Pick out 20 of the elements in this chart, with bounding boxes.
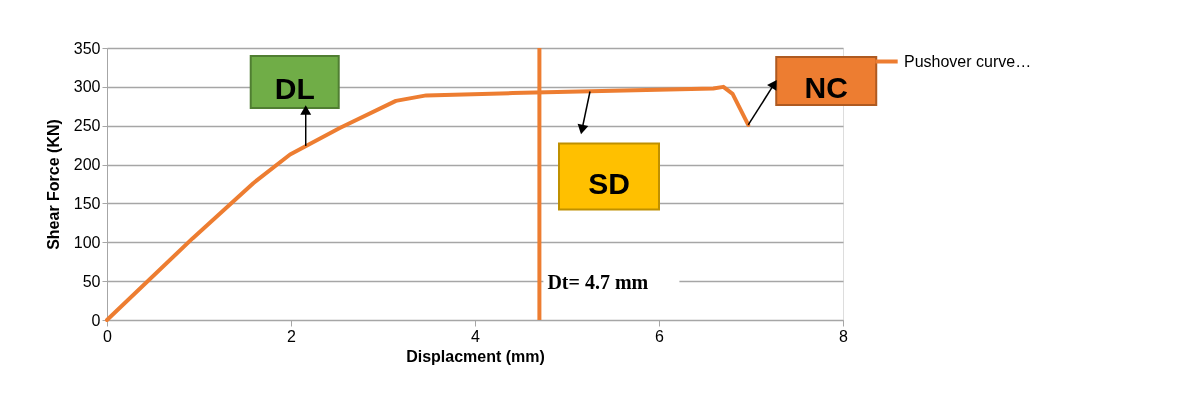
- y-tick-label: 250: [73, 117, 101, 135]
- x-tick-label: 2: [287, 327, 297, 345]
- y-tick-label: 200: [73, 156, 101, 174]
- x-tick-label: 8: [839, 327, 849, 345]
- x-tick-label: 6: [655, 327, 665, 345]
- y-tick-label: 300: [73, 78, 101, 96]
- legend-label: Pushover curve…: [904, 52, 1032, 70]
- annotation: SD: [588, 166, 630, 200]
- y-tick-label: 50: [82, 272, 101, 290]
- x-tick-label: 4: [471, 327, 481, 345]
- y-tick-label: 0: [91, 311, 101, 329]
- x-tick-label: 0: [103, 327, 113, 345]
- y-axis-title: Shear Force (KN): [44, 119, 62, 250]
- ref-line-label: Dt= 4.7 mm: [547, 271, 649, 293]
- annotation: DL: [274, 71, 315, 105]
- annotation: NC: [804, 70, 848, 104]
- y-tick-label: 100: [73, 233, 101, 251]
- y-tick-label: 350: [73, 39, 101, 57]
- y-tick-label: 150: [73, 194, 101, 212]
- x-axis-title: Displacment (mm): [406, 347, 545, 365]
